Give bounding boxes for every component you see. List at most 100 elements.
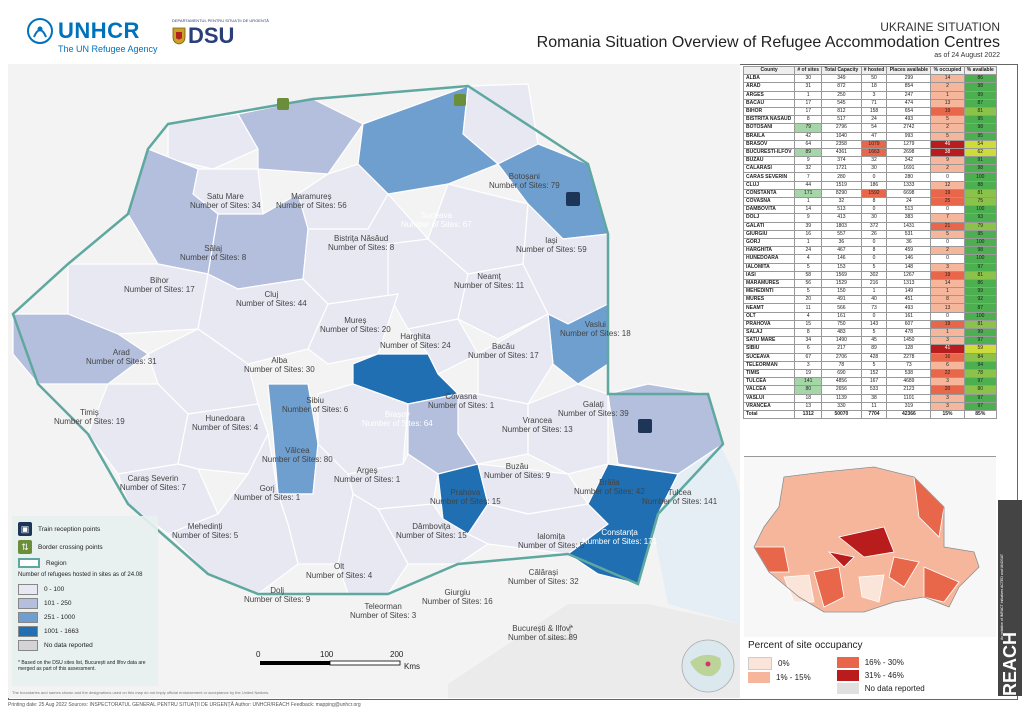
table-cell: 1 bbox=[930, 287, 965, 297]
table-cell: 9 bbox=[794, 213, 823, 223]
table-cell: 79 bbox=[794, 123, 823, 133]
table-row: TELEORMAN 3 78 5 73 6 94 bbox=[742, 360, 998, 370]
county-covasna bbox=[406, 318, 479, 375]
map-legend: ▣ Train reception points ⇅ Border crossi… bbox=[12, 516, 158, 686]
table-cell: 86 bbox=[963, 278, 998, 289]
table-cell: 32 bbox=[860, 156, 888, 166]
table-cell: 280 bbox=[821, 172, 862, 182]
legend-nodata: No data reported bbox=[18, 640, 93, 651]
footer-line: Printing date: 25 Aug 2022 Sources: INSP… bbox=[8, 702, 361, 708]
table-cell: 73 bbox=[886, 360, 932, 370]
disclaimer: The boundaries and names shown and the d… bbox=[12, 690, 270, 695]
county-name-cell: BISTRITA NASAUD bbox=[742, 115, 796, 125]
table-cell: 1519 bbox=[821, 180, 862, 190]
scale-tick-0: 0 bbox=[256, 650, 261, 659]
table-row: CALARASI 32 1721 30 1691 2 98 bbox=[742, 164, 998, 174]
occupancy-class-1: 1% - 15% bbox=[748, 672, 811, 683]
table-cell: 517 bbox=[821, 115, 862, 125]
county-name-cell: IALOMITA bbox=[742, 262, 796, 272]
table-cell: 330 bbox=[821, 401, 862, 411]
occupancy-swatch-0 bbox=[748, 657, 772, 670]
county-name-cell: CONSTANTA bbox=[742, 188, 796, 199]
table-row: ARAD 31 872 18 854 2 98 bbox=[742, 82, 998, 92]
table-cell: 18 bbox=[860, 82, 888, 92]
table-row: SUCEAVA 67 2706 428 2278 16 84 bbox=[742, 352, 998, 362]
table-cell: 451 bbox=[886, 295, 932, 305]
label-caras: Caraș Severin Number of Sites: 7 bbox=[119, 474, 187, 492]
table-cell: 1 bbox=[794, 196, 823, 207]
table-cell: 100 bbox=[963, 311, 998, 321]
table-cell: 167 bbox=[860, 377, 888, 387]
table-cell: 81 bbox=[963, 270, 998, 280]
county-name-cell: ARAD bbox=[742, 82, 796, 92]
table-cell: 100 bbox=[963, 254, 998, 264]
main-map[interactable]: Satu Mare Number of Sites: 34 Maramureș Nu… bbox=[8, 64, 740, 698]
table-cell: 280 bbox=[886, 172, 932, 182]
county-name-cell: HARGHITA bbox=[742, 246, 796, 256]
table-row: BIHOR 17 812 158 654 19 81 bbox=[742, 106, 998, 117]
table-cell: 1721 bbox=[821, 164, 862, 174]
label-mehedinti: Mehedinți Number of Sites: 5 bbox=[172, 522, 239, 540]
legend-region: Region bbox=[18, 558, 67, 568]
county-name-cell: BACAU bbox=[742, 98, 796, 108]
county-name-cell: PRAHOVA bbox=[742, 319, 796, 330]
class-3-swatch bbox=[18, 626, 38, 637]
table-cell: 1450 bbox=[886, 336, 932, 346]
table-header-cell: Total Capacity bbox=[821, 65, 862, 76]
table-row: PRAHOVA 15 750 143 607 19 81 bbox=[742, 319, 998, 330]
label-sibiu: Sibiu Number of Sites: 6 bbox=[282, 396, 349, 414]
occupancy-swatch-1 bbox=[748, 672, 770, 683]
table-cell: 690 bbox=[821, 368, 862, 379]
table-cell: 0 bbox=[860, 205, 888, 215]
table-cell: 872 bbox=[821, 82, 862, 92]
table-cell: 81 bbox=[963, 319, 998, 330]
table-cell: 42366 bbox=[886, 409, 932, 420]
occupancy-legend-title: Percent of site occupancy bbox=[748, 640, 863, 651]
occupancy-swatch-3 bbox=[836, 670, 859, 681]
table-row: GORJ 1 36 0 36 0 100 bbox=[742, 237, 998, 248]
unhcr-emblem-icon bbox=[27, 18, 53, 44]
table-cell: 148 bbox=[886, 262, 932, 272]
table-cell: 62 bbox=[963, 147, 998, 158]
county-name-cell: MARAMURES bbox=[742, 278, 796, 289]
border-crossing-icon[interactable] bbox=[277, 94, 466, 110]
table-cell: 513 bbox=[886, 205, 932, 215]
county-name-cell: NEAMT bbox=[742, 303, 796, 313]
table-row: VRANCEA 13 330 11 319 3 97 bbox=[742, 401, 998, 411]
table-cell: 0 bbox=[930, 205, 965, 215]
table-cell: 1592 bbox=[860, 188, 888, 199]
table-cell: 38 bbox=[860, 393, 888, 403]
table-cell: 319 bbox=[886, 401, 932, 411]
table-cell: 1 bbox=[794, 237, 823, 248]
label-maramures: Maramureș Number of Sites: 56 bbox=[276, 192, 347, 210]
table-cell: 5 bbox=[794, 262, 823, 272]
table-cell: 8290 bbox=[821, 188, 862, 199]
table-header-cell: % occupied bbox=[930, 65, 965, 76]
header: UNHCR The UN Refugee Agency DEPARTAMENTU… bbox=[0, 0, 1024, 62]
county-bacau bbox=[457, 263, 549, 340]
table-cell: 12 bbox=[930, 180, 965, 190]
table-cell: 36 bbox=[821, 237, 862, 248]
table-cell: 44 bbox=[794, 180, 823, 190]
table-row: DAMBOVITA 14 513 0 513 0 100 bbox=[742, 205, 998, 215]
legend-class-2: 251 - 1000 bbox=[18, 612, 75, 623]
county-name-cell: BOTOSANI bbox=[742, 123, 796, 133]
train-reception-icon[interactable] bbox=[566, 192, 652, 433]
table-cell: 34 bbox=[794, 336, 823, 346]
table-row: ALBA 30 349 50 299 14 86 bbox=[742, 74, 998, 84]
table-cell: 97 bbox=[963, 336, 998, 346]
table-cell: 19 bbox=[794, 368, 823, 379]
county-dolj bbox=[166, 432, 299, 595]
table-cell: 19 bbox=[930, 188, 965, 199]
county-vrancea bbox=[477, 313, 554, 405]
table-header-cell: # of sites bbox=[794, 65, 823, 76]
table-cell: 3 bbox=[930, 377, 965, 387]
county-name-cell: TULCEA bbox=[742, 377, 796, 387]
table-cell: 89 bbox=[860, 344, 888, 354]
table-cell: 4361 bbox=[821, 147, 862, 158]
table-cell: 98 bbox=[963, 82, 998, 92]
label-salaj: Sălaj Number of Sites: 8 bbox=[180, 244, 247, 262]
table-row: MEHEDINTI 5 150 1 149 1 99 bbox=[742, 287, 998, 297]
table-cell: 36 bbox=[886, 237, 932, 248]
dsu-small-text: DEPARTAMENTUL PENTRU SITUAȚII DE URGENȚĂ bbox=[172, 18, 269, 23]
